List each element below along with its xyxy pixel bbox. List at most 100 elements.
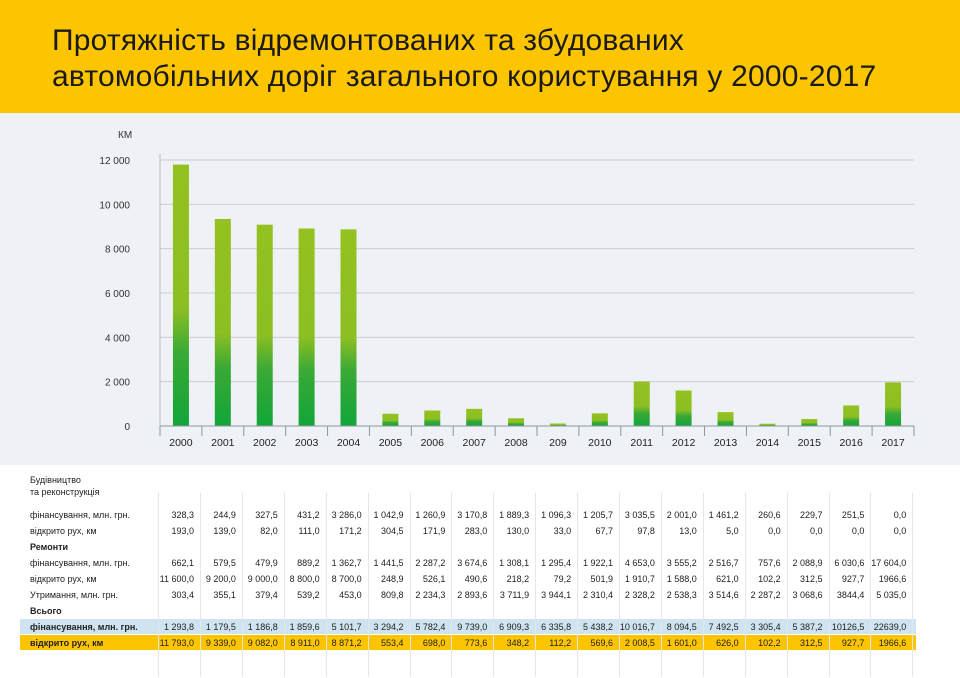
table-cell: 171,2 (339, 526, 362, 536)
table-cell: 102,2 (758, 638, 781, 648)
x-tick-label: 2015 (798, 437, 822, 449)
table-cell: 1 441,5 (373, 558, 404, 568)
y-tick-label: 6 000 (105, 289, 130, 300)
y-axis-unit-label: КМ (118, 130, 132, 141)
table-cell: 8 800,0 (289, 574, 320, 584)
table-cell: 7 492,5 (708, 622, 739, 632)
total-row-background-opened (20, 635, 916, 650)
table-cell: 1 260,9 (415, 510, 446, 520)
table-cell: 1 308,1 (499, 558, 530, 568)
table-cell: 1 910,7 (624, 574, 655, 584)
table-cell: 244,9 (213, 510, 236, 520)
table-cell: 5 101,7 (331, 622, 362, 632)
table-cell: 11 600,0 (159, 574, 194, 584)
table-cell: 3844,4 (836, 590, 865, 600)
table-cell: 8 911,0 (290, 638, 320, 648)
table-cell: 304,5 (380, 526, 404, 536)
table-cell: 1 295,4 (541, 558, 572, 568)
x-tick-label: 2000 (169, 437, 193, 449)
title-line-2: автомобільних доріг загального користува… (52, 60, 877, 93)
table-cell: 501,9 (590, 574, 613, 584)
column-separator (912, 493, 914, 677)
table-cell: 5 438,2 (582, 622, 613, 632)
column-separator (786, 493, 788, 677)
table-cell: 2 008,5 (624, 638, 655, 648)
x-tick-label: 2008 (504, 437, 528, 449)
column-separator (367, 493, 369, 677)
column-separator (451, 493, 453, 677)
table-cell: 328,3 (171, 510, 194, 520)
table-cell: 6 335,8 (541, 622, 572, 632)
table-cell: 9 082,0 (247, 638, 278, 648)
column-separator (660, 493, 662, 677)
table-cell: 3 286,0 (331, 510, 362, 520)
bar (801, 419, 818, 426)
table-cell: 2 287,2 (415, 558, 446, 568)
x-tick-label: 2011 (630, 437, 653, 449)
table-cell: 0,0 (768, 526, 781, 536)
table-row-label: фінансування, млн. грн. (30, 558, 131, 568)
table-cell: 9 000,0 (247, 574, 278, 584)
x-tick-label: 2007 (462, 437, 486, 449)
table-cell: 626,0 (716, 638, 739, 648)
bar (675, 390, 692, 426)
table-cell: 3 944,1 (541, 590, 572, 600)
table-cell: 10126,5 (831, 622, 865, 632)
table-cell: 6 030,6 (834, 558, 865, 568)
table-cell: 193,0 (171, 526, 194, 536)
table-cell: 22639,0 (873, 622, 907, 632)
table-cell: 662,1 (171, 558, 194, 568)
x-tick-label: 2005 (379, 437, 403, 449)
x-tick-label: 2004 (337, 437, 361, 449)
table-cell: 3 674,6 (457, 558, 488, 568)
table-cell: 327,5 (255, 510, 278, 520)
table-cell: 927,7 (841, 574, 865, 584)
table-cell: 79,2 (553, 574, 572, 584)
table-cell: 809,8 (380, 590, 404, 600)
table-cell: 3 035,5 (624, 510, 655, 520)
table-cell: 569,6 (590, 638, 613, 648)
bar (591, 413, 608, 426)
bar-chart: КМ 0 2 000 4 000 6 000 8 000 10 000 12 000 2000 2… (99, 130, 915, 449)
column-separator (744, 493, 746, 677)
column-separator (158, 493, 160, 677)
table-cell: 2 287,2 (750, 590, 781, 600)
table-cell: 1 205,7 (582, 510, 613, 520)
table-cell: 8 700,0 (331, 574, 362, 584)
table-row-label: Утримання, млн. грн. (30, 590, 119, 600)
table-cell: 139,0 (213, 526, 236, 536)
bar (759, 423, 776, 426)
x-tick-label: 2003 (295, 437, 319, 449)
table-cell: 2 328,2 (624, 590, 655, 600)
table-cell: 82,0 (260, 526, 278, 536)
data-table: Будівництво та реконструкція Ремонти Всього… (0, 465, 960, 678)
bar (256, 224, 273, 426)
table-cell: 171,9 (422, 526, 446, 536)
table-cell: 130,0 (506, 526, 530, 536)
x-tick-label: 2017 (881, 437, 905, 449)
bar (382, 413, 399, 426)
table-cell: 355,1 (213, 590, 236, 600)
table-cell: 248,9 (380, 574, 404, 584)
table-cell: 67,7 (595, 526, 613, 536)
bar (717, 412, 734, 426)
bar (214, 218, 231, 426)
table-cell: 260,6 (758, 510, 781, 520)
table-row-label: відкрито рух, км (30, 526, 97, 536)
table-cell: 312,5 (799, 574, 823, 584)
table-cell: 2 001,0 (666, 510, 697, 520)
table-cell: 2 516,7 (708, 558, 739, 568)
table-cell: 348,2 (506, 638, 530, 648)
table-cell: 379,4 (255, 590, 278, 600)
table-cell: 2 088,9 (792, 558, 823, 568)
table-cell: 927,7 (841, 638, 865, 648)
table-cell: 3 068,6 (792, 590, 823, 600)
x-tick-label: 2002 (253, 437, 277, 449)
y-tick-label: 4 000 (105, 333, 130, 344)
table-cell: 111,0 (298, 526, 320, 536)
chart-area: КМ 0 2 000 4 000 6 000 8 000 10 000 12 000 2000 2… (0, 113, 960, 465)
table-cell: 579,5 (213, 558, 236, 568)
table-row-label: відкрито рух, км (30, 574, 97, 584)
table-cell: 621,0 (716, 574, 739, 584)
table-cell: 1 889,3 (499, 510, 530, 520)
